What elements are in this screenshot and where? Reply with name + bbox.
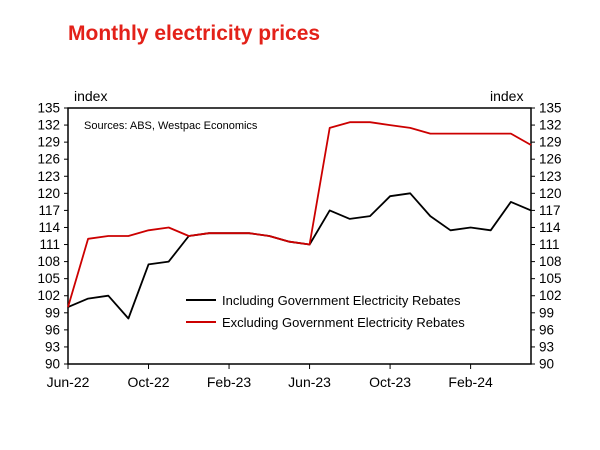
y-tick-label-right: 117 [539, 203, 561, 218]
x-tick-label: Jun-23 [288, 374, 331, 390]
y-tick-label-right: 123 [539, 169, 562, 184]
legend-label-including: Including Government Electricity Rebates [222, 292, 461, 308]
legend-label-excluding: Excluding Government Electricity Rebates [222, 314, 465, 330]
legend-item-including: Including Government Electricity Rebates [186, 289, 465, 311]
y-tick-label-left: 105 [37, 271, 60, 286]
y-tick-label-right: 108 [539, 254, 562, 269]
y-axis-unit-left: index [74, 88, 108, 104]
chart-title: Monthly electricity prices [68, 22, 321, 45]
legend-item-excluding: Excluding Government Electricity Rebates [186, 311, 465, 333]
y-tick-label-left: 135 [37, 101, 60, 116]
y-tick-label-left: 114 [38, 220, 60, 235]
source-note: Sources: ABS, Westpac Economics [84, 120, 258, 132]
y-tick-label-right: 96 [539, 322, 554, 337]
x-tick-label: Oct-22 [128, 374, 170, 390]
y-tick-label-right: 105 [539, 271, 562, 286]
x-tick-label: Feb-24 [448, 374, 493, 390]
y-tick-label-left: 129 [37, 135, 60, 150]
y-tick-label-right: 99 [539, 305, 554, 320]
y-tick-label-right: 93 [539, 339, 554, 354]
y-tick-label-right: 114 [539, 220, 561, 235]
y-tick-label-right: 102 [539, 288, 562, 303]
legend-line-black [186, 299, 216, 301]
y-tick-label-left: 93 [45, 339, 60, 354]
x-tick-label: Jun-22 [47, 374, 90, 390]
y-tick-label-left: 96 [45, 322, 60, 337]
x-tick-label: Feb-23 [207, 374, 252, 390]
y-tick-label-left: 120 [37, 186, 60, 201]
legend-line-red [186, 321, 216, 323]
y-tick-label-left: 132 [37, 118, 60, 133]
y-tick-label-left: 90 [45, 357, 60, 372]
x-tick-label: Oct-23 [369, 374, 411, 390]
y-tick-label-left: 111 [39, 237, 60, 252]
y-tick-label-right: 129 [539, 135, 562, 150]
y-tick-label-right: 135 [539, 101, 562, 116]
plot-border [67, 107, 532, 365]
y-tick-label-right: 90 [539, 357, 554, 372]
y-tick-label-left: 117 [38, 203, 60, 218]
y-axis-unit-right: index [490, 88, 524, 104]
y-tick-label-right: 126 [539, 152, 562, 167]
y-tick-label-left: 99 [45, 305, 60, 320]
y-tick-label-left: 102 [37, 288, 60, 303]
y-tick-label-right: 120 [539, 186, 562, 201]
y-tick-label-right: 132 [539, 118, 562, 133]
series-line-excluding [67, 121, 532, 308]
legend: Including Government Electricity Rebates… [186, 289, 465, 333]
y-tick-label-left: 126 [37, 152, 60, 167]
y-tick-label-right: 111 [539, 237, 560, 252]
y-tick-label-left: 108 [37, 254, 60, 269]
y-tick-label-left: 123 [37, 169, 60, 184]
